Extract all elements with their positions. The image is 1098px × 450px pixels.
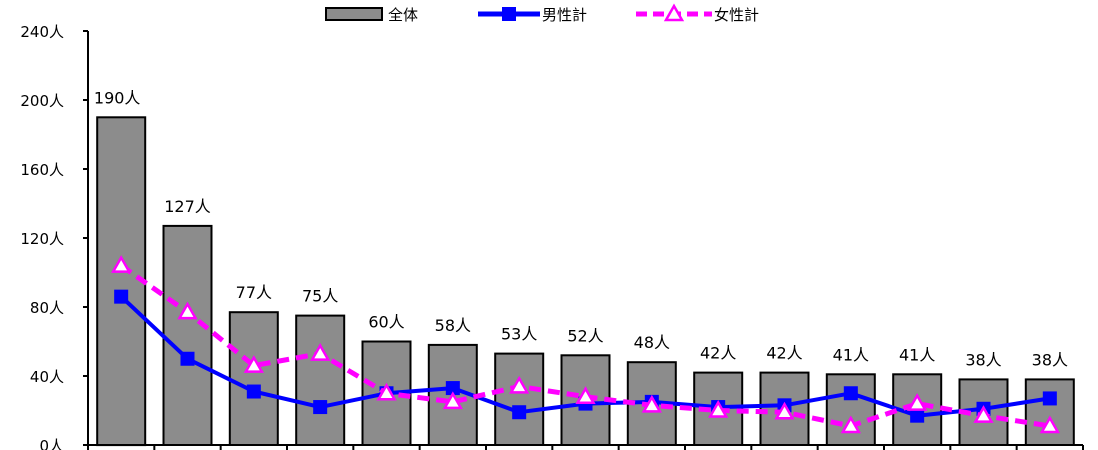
male-point-2 xyxy=(246,384,261,399)
female-point-5 xyxy=(442,391,463,410)
labels-layer: 190人 127人 77人 75人 60人 58人 53人 52人 48人 42人 42人 41人 41… xyxy=(94,88,1068,369)
female-point-10 xyxy=(774,401,795,420)
bar-11 xyxy=(825,373,876,446)
female-point-2 xyxy=(243,355,264,373)
male-point-14 xyxy=(1042,391,1057,406)
y-tick-label-6: 240人 xyxy=(20,23,64,41)
male-point-11 xyxy=(843,386,858,401)
bar-label-8: 48人 xyxy=(634,333,670,352)
female-point-9 xyxy=(708,399,729,418)
axis-layer: 0人 40人 80人 120人 160人 200人 240人 xyxy=(20,23,1084,450)
bar-label-1: 127人 xyxy=(164,197,211,216)
legend-swatch-female-marker xyxy=(663,3,685,22)
legend-swatch-all xyxy=(325,7,383,21)
bar-label-11: 41人 xyxy=(833,345,869,364)
y-tick-label-0: 0人 xyxy=(39,437,64,450)
bar-label-9: 42人 xyxy=(700,344,736,363)
legend-label-all: 全体 xyxy=(388,6,418,24)
y-tick-label-4: 160人 xyxy=(20,161,64,179)
bar-label-14: 38人 xyxy=(1032,350,1068,369)
bar-label-3: 75人 xyxy=(302,287,338,306)
male-point-6 xyxy=(512,405,527,420)
bar-6 xyxy=(494,352,545,447)
y-tick-label-3: 120人 xyxy=(20,230,64,248)
bar-label-5: 58人 xyxy=(435,316,471,335)
bar-14 xyxy=(1024,378,1075,446)
legend-label-male: 男性計 xyxy=(542,6,587,24)
bar-1 xyxy=(162,224,213,446)
female-point-4 xyxy=(376,382,397,401)
bars-layer xyxy=(96,116,1075,447)
y-tick-label-5: 200人 xyxy=(20,92,64,110)
bar-label-6: 53人 xyxy=(501,325,537,344)
female-point-1 xyxy=(177,301,198,320)
bar-label-7: 52人 xyxy=(567,326,603,345)
female-point-6 xyxy=(509,375,530,394)
bar-label-10: 42人 xyxy=(766,344,802,363)
bar-label-13: 38人 xyxy=(965,350,1001,369)
male-point-0 xyxy=(114,289,129,304)
bar-label-12: 41人 xyxy=(899,345,935,364)
bar-label-0: 190人 xyxy=(94,88,141,107)
legend: 全体 男性計 女性計 xyxy=(325,3,759,24)
bar-label-4: 60人 xyxy=(368,313,404,332)
female-point-0 xyxy=(111,255,132,273)
male-point-12 xyxy=(910,408,925,423)
female-point-7 xyxy=(575,386,596,404)
y-tick-label-1: 40人 xyxy=(30,368,64,386)
legend-swatch-male-marker xyxy=(502,7,516,21)
female-point-11 xyxy=(840,415,861,434)
legend-label-female: 女性計 xyxy=(714,6,759,24)
female-point-12 xyxy=(907,393,928,411)
bar-3 xyxy=(295,314,346,446)
y-tick-label-2: 80人 xyxy=(30,299,64,317)
bar-label-2: 77人 xyxy=(236,283,272,302)
female-point-14 xyxy=(1039,415,1060,434)
bar-7 xyxy=(560,354,611,446)
bar-0 xyxy=(96,116,147,447)
male-point-5 xyxy=(445,381,460,396)
male-point-3 xyxy=(313,400,328,415)
bar-2 xyxy=(228,311,279,447)
female-point-13 xyxy=(973,405,994,423)
male-point-1 xyxy=(180,351,195,366)
female-point-3 xyxy=(310,343,331,361)
female-point-8 xyxy=(641,394,662,413)
lines-layer xyxy=(111,255,1060,434)
